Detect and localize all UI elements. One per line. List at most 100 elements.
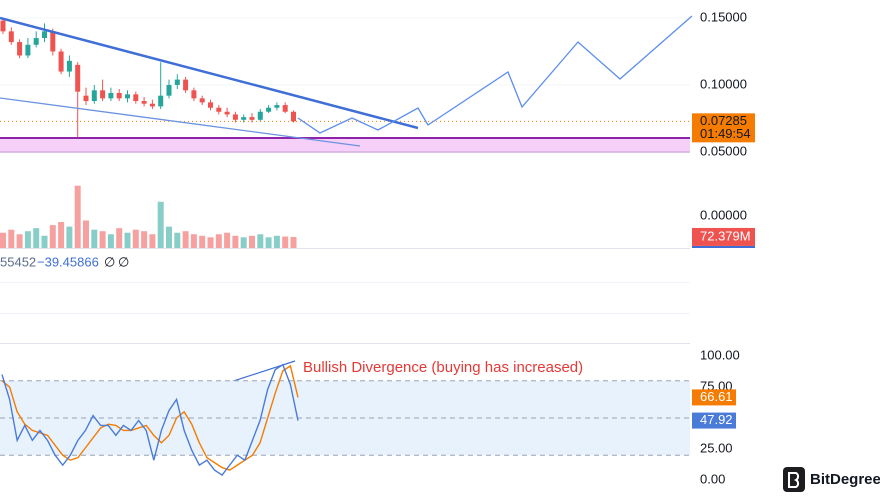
candle-body <box>191 90 197 99</box>
countdown-label: 01:49:54 <box>700 126 751 141</box>
volume-bar <box>66 226 73 248</box>
last-value-label: 66.61 <box>700 389 733 404</box>
volume-bar <box>124 232 131 248</box>
volume-label: 72.379M <box>700 228 751 243</box>
volume-bar <box>99 231 106 248</box>
candle-body <box>257 111 263 120</box>
volume-bar <box>149 234 156 248</box>
volume-bar <box>199 235 206 248</box>
volume-bar <box>157 201 164 248</box>
volume-bar <box>166 226 172 248</box>
volume-bar <box>282 236 289 248</box>
candle-body <box>216 107 222 112</box>
volume-bar <box>16 234 23 248</box>
volume-bar <box>174 232 181 248</box>
volume-bar <box>273 235 280 248</box>
candle-body <box>66 60 72 72</box>
candle-body <box>266 107 272 112</box>
volume-bar <box>91 229 98 248</box>
y-tick-label: 0.10000 <box>700 76 747 91</box>
candle-body <box>58 51 64 72</box>
candle-body <box>158 95 164 107</box>
candle-body <box>25 44 31 56</box>
candle-body <box>274 105 280 108</box>
indicator-value: 55452 <box>0 254 36 269</box>
indicator-value: ∅ <box>104 254 115 269</box>
volume-bar <box>240 237 247 248</box>
volume-bar <box>257 234 264 248</box>
last-price-label: 0.07285 <box>700 113 747 128</box>
volume-bar <box>249 235 255 248</box>
volume-bar <box>207 237 214 248</box>
volume-bar <box>49 225 56 248</box>
volume-bar <box>33 228 40 248</box>
last-value-box <box>692 412 736 429</box>
candle-body <box>174 79 180 85</box>
candle-body <box>91 90 97 102</box>
candle-body <box>8 31 14 43</box>
candle-body <box>232 114 238 120</box>
volume-bar <box>215 234 222 248</box>
volume-bar <box>24 231 31 248</box>
candle-body <box>166 84 172 96</box>
y-tick-label: 100.00 <box>700 347 740 362</box>
volume-bar <box>190 234 197 248</box>
candle-body <box>125 94 130 99</box>
candle-body <box>249 117 255 120</box>
y-tick-label: 25.00 <box>700 440 733 455</box>
oscillator-line <box>1 364 299 471</box>
candle-body <box>224 111 230 115</box>
oscillator-line <box>1 363 299 476</box>
brand-icon-mark <box>788 472 800 488</box>
trend-line <box>0 97 361 147</box>
candle-body <box>50 31 56 52</box>
brand-name: BitDegree <box>810 471 880 488</box>
volume-bar <box>232 235 239 248</box>
candle-body <box>183 79 189 91</box>
volume-scale-label: 0.00000 <box>700 207 747 222</box>
candle-body <box>241 117 247 120</box>
candle-body <box>17 42 23 56</box>
candle-body <box>33 38 39 45</box>
volume-bar <box>83 220 89 248</box>
last-value-box <box>692 389 736 406</box>
candle-body <box>83 95 89 102</box>
volume-bar <box>141 231 148 248</box>
candle-body <box>75 64 81 92</box>
annotation: Bullish Divergence (buying has increased… <box>303 359 583 376</box>
trend-line <box>0 16 419 130</box>
volume-bar <box>116 228 123 248</box>
candle-body <box>42 31 47 39</box>
y-tick-label: 0.15000 <box>700 9 747 24</box>
volume-bar <box>58 222 65 248</box>
candle-body <box>108 92 114 99</box>
volume-label-box <box>692 227 755 246</box>
volume-bar <box>290 236 297 248</box>
candle-body <box>116 92 122 99</box>
volume-bar <box>182 231 189 248</box>
indicator-value: −39.45866 <box>37 254 99 269</box>
candle-body <box>149 103 155 107</box>
volume-bar <box>74 185 81 248</box>
volume-bar <box>0 232 6 248</box>
candle-body <box>133 94 139 102</box>
indicator-value: ∅ <box>118 254 129 269</box>
last-price-box <box>692 113 755 143</box>
volume-bar <box>265 237 272 248</box>
candle-body <box>282 105 288 112</box>
volume-bar <box>8 229 15 248</box>
last-value-label: 47.92 <box>700 412 733 427</box>
brand-icon <box>783 467 805 492</box>
y-tick-label: 0.05000 <box>700 143 747 158</box>
support-zone <box>0 138 690 152</box>
candle-body <box>291 111 296 122</box>
volume-bar <box>107 234 114 248</box>
projection-path <box>297 15 693 134</box>
candle-body <box>0 20 6 32</box>
volume-bar <box>41 235 48 248</box>
candle-body <box>208 102 213 108</box>
candle-body <box>100 90 106 99</box>
candle-body <box>141 101 147 104</box>
volume-bar <box>224 232 231 248</box>
